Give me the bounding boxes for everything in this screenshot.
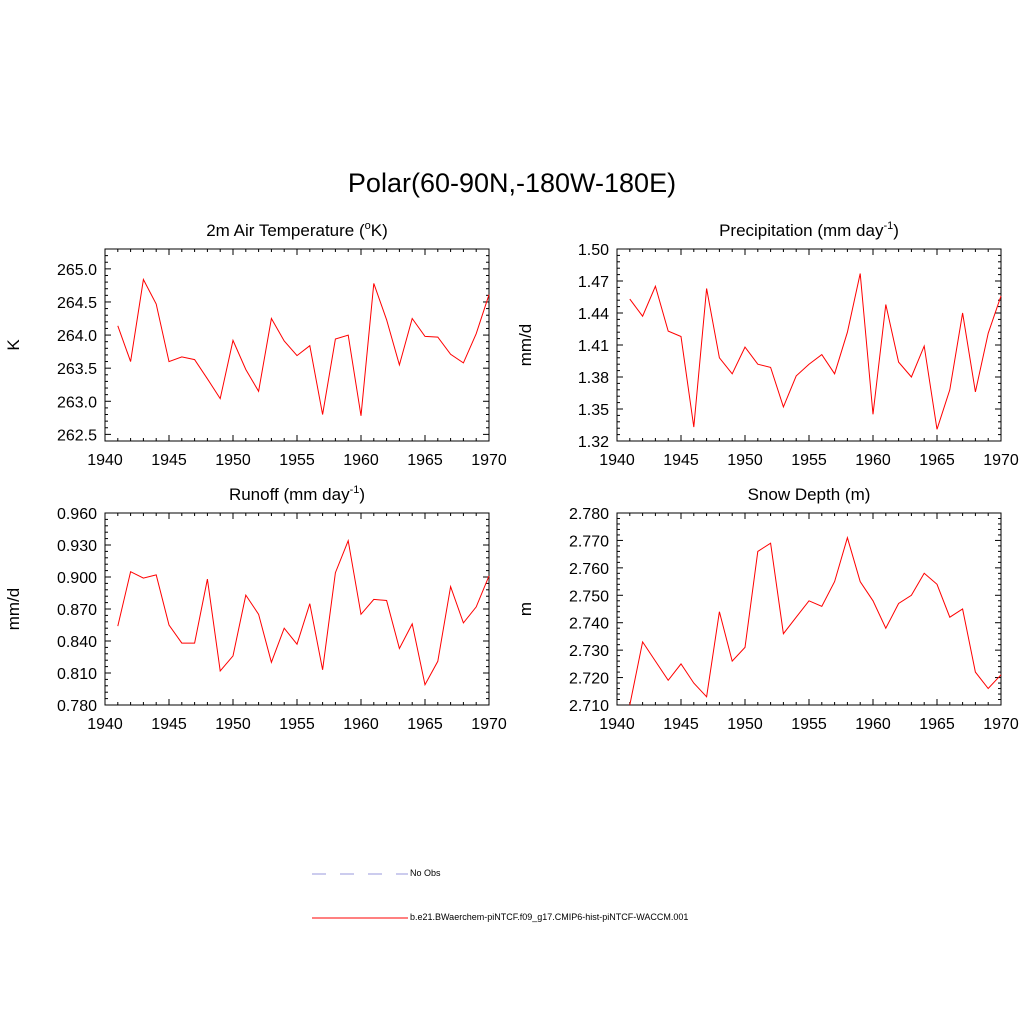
x-tick-label: 1945: [151, 716, 187, 733]
x-tick-label: 1965: [407, 452, 443, 469]
y-tick-label: 0.960: [57, 506, 97, 523]
x-tick-label: 1950: [727, 716, 763, 733]
series-line: [629, 535, 1002, 706]
chart-panel-2: 1940 1945 1950 1955 1960 1965 1970 1.32 1.35 1.38…: [516, 220, 1019, 469]
x-tick-label: 1970: [471, 716, 507, 733]
x-tick-label: 1950: [215, 716, 251, 733]
y-tick-label: 1.44: [578, 306, 609, 323]
y-tick-label: 0.780: [57, 698, 97, 715]
y-tick-label: 2.720: [569, 671, 609, 688]
x-tick-label: 1965: [919, 452, 955, 469]
x-tick-label: 1960: [855, 716, 891, 733]
y-tick-label: 1.38: [578, 370, 609, 387]
x-tick-label: 1960: [855, 452, 891, 469]
x-tick-label: 1940: [87, 716, 123, 733]
y-tick-label: 2.750: [569, 588, 609, 605]
y-tick-label: 1.41: [578, 338, 609, 355]
y-tick-label: 2.770: [569, 533, 609, 550]
legend-lines: [312, 873, 408, 919]
y-tick-label: 0.810: [57, 666, 97, 683]
y-axis-label: m: [516, 602, 535, 616]
plot-frame: [616, 248, 1002, 442]
x-tick-label: 1960: [343, 452, 379, 469]
y-tick-label: 2.780: [569, 506, 609, 523]
y-axis-label: K: [4, 339, 23, 351]
legend-label-no-obs: No Obs: [410, 868, 441, 878]
x-tick-label: 1970: [983, 716, 1019, 733]
legend-label-model: b.e21.BWaerchem-piNTCF.f09_g17.CMIP6-his…: [410, 912, 689, 922]
x-tick-label: 1955: [279, 716, 315, 733]
x-tick-label: 1940: [599, 452, 635, 469]
y-tick-label: 265.0: [57, 262, 97, 279]
x-tick-label: 1965: [919, 716, 955, 733]
x-tick-label: 1945: [663, 452, 699, 469]
panel-title: Snow Depth (m): [748, 485, 871, 504]
y-tick-label: 1.32: [578, 434, 609, 451]
y-tick-label: 0.840: [57, 634, 97, 651]
x-tick-label: 1945: [663, 716, 699, 733]
x-tick-label: 1940: [87, 452, 123, 469]
panel-title: Runoff (mm day-1): [229, 484, 365, 504]
y-tick-label: 2.740: [569, 616, 609, 633]
y-axis-label: mm/d: [516, 324, 535, 367]
y-tick-label: 264.5: [57, 295, 97, 312]
plot-frame: [104, 248, 490, 442]
x-tick-label: 1955: [791, 452, 827, 469]
y-tick-label: 2.730: [569, 643, 609, 660]
y-tick-label: 262.5: [57, 427, 97, 444]
y-tick-label: 1.47: [578, 274, 609, 291]
x-tick-label: 1970: [471, 452, 507, 469]
figure-title: Polar(60-90N,-180W-180E): [347, 168, 677, 198]
y-tick-label: 2.710: [569, 698, 609, 715]
x-tick-label: 1955: [791, 716, 827, 733]
x-tick-label: 1945: [151, 452, 187, 469]
series-line: [117, 277, 490, 416]
x-tick-label: 1955: [279, 452, 315, 469]
chart-panel-3: 1940 1945 1950 1955 1960 1965 1970 0.780 0.810 0.…: [4, 484, 507, 733]
x-tick-label: 1950: [727, 452, 763, 469]
x-tick-label: 1950: [215, 452, 251, 469]
x-tick-label: 1940: [599, 716, 635, 733]
y-tick-label: 0.930: [57, 538, 97, 555]
x-tick-label: 1960: [343, 716, 379, 733]
chart-panel-4: 1940 1945 1950 1955 1960 1965 1970 2.710 2.720 2.…: [516, 485, 1019, 733]
y-tick-label: 263.5: [57, 361, 97, 378]
y-tick-label: 0.900: [57, 570, 97, 587]
series-line: [629, 273, 1002, 430]
y-tick-label: 263.0: [57, 394, 97, 411]
y-tick-label: 1.50: [578, 242, 609, 259]
chart-panel-1: 1940 1945 1950 1955 1960 1965 1970 262.5 263.0 26…: [4, 220, 507, 469]
series-line: [117, 538, 490, 687]
panel-title: 2m Air Temperature (oK): [206, 220, 388, 240]
panel-title: Precipitation (mm day-1): [719, 220, 899, 240]
y-tick-label: 264.0: [57, 328, 97, 345]
x-tick-label: 1965: [407, 716, 443, 733]
plot-frame: [616, 512, 1002, 706]
y-tick-label: 0.870: [57, 602, 97, 619]
y-axis-label: mm/d: [4, 588, 23, 631]
y-tick-label: 1.35: [578, 402, 609, 419]
plot-frame: [104, 512, 490, 706]
x-tick-label: 1970: [983, 452, 1019, 469]
y-tick-label: 2.760: [569, 561, 609, 578]
